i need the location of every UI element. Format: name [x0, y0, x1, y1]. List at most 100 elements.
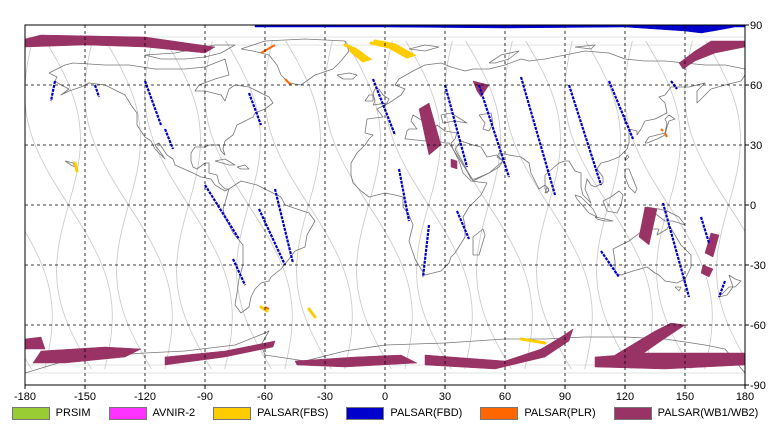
swath-palsar-fbs	[343, 43, 373, 63]
map-canvas: -180 -150 -120 -90 -60 -30 0 30 60 90 120 150 180 90…	[14, 20, 770, 400]
legend-swatch-palsar-fbs	[213, 406, 252, 420]
x-tick-label: -90	[197, 391, 213, 400]
x-tick-label: 150	[676, 391, 694, 400]
coastline-new-zealand	[718, 274, 742, 298]
swath-palsar-fbd	[443, 84, 469, 168]
legend-item-avnir2: AVNIR-2	[108, 406, 196, 420]
swath-palsar-fbd	[600, 250, 620, 278]
swath-palsar-fbs	[259, 305, 269, 313]
legend-label-palsar-fbs: PALSAR(FBS)	[257, 407, 329, 419]
swath-palsar-fbs	[307, 307, 317, 319]
swath-palsar-wb	[678, 40, 745, 70]
x-tick-label: 0	[382, 391, 388, 400]
swath-palsar-fbs	[519, 337, 547, 345]
coastline-taiwan	[624, 154, 630, 162]
swath-palsar-fbd	[455, 210, 471, 240]
swath-palsar-fbd	[421, 224, 431, 278]
legend: PRSIM AVNIR-2 PALSAR(FBS) PALSAR(FBD) PA…	[0, 400, 770, 426]
swath-palsar-wb	[164, 340, 276, 366]
swath-palsar-fbd	[247, 92, 263, 126]
x-tick-label: -120	[134, 391, 156, 400]
legend-label-palsar-fbd: PALSAR(FBD)	[390, 407, 463, 419]
y-tick-label: 0	[750, 200, 756, 212]
swath-palsar-fbd	[371, 78, 397, 136]
coastline-australia	[612, 224, 692, 284]
swath-palsar-fbd	[232, 258, 246, 286]
coastline-madagascar	[472, 228, 486, 256]
x-tick-label: 30	[439, 391, 451, 400]
swath-palsar-fbd	[699, 216, 711, 244]
coastline-java	[594, 216, 614, 222]
x-tick-label: 180	[736, 391, 754, 400]
coastline-hispaniola	[236, 164, 250, 170]
gridlines-layer	[25, 25, 745, 385]
y-tick-label: -60	[750, 320, 766, 332]
x-tick-label: 120	[616, 391, 634, 400]
swath-palsar-wb	[32, 346, 142, 364]
y-axis-ticks: 90 60 30 0 -30 -60 -90	[745, 20, 766, 392]
coastline-eurasia-africa	[350, 50, 745, 276]
legend-item-prism: PRSIM	[11, 406, 91, 420]
legend-swatch-palsar-fbd	[346, 406, 385, 420]
coastline-antarctica	[25, 330, 745, 374]
coastline-arabia	[454, 140, 504, 180]
swath-palsar-plr	[264, 306, 270, 310]
swath-palsar-fbs	[369, 39, 417, 59]
coastline-novaya	[488, 50, 520, 64]
swath-palsar-wb	[25, 336, 46, 350]
coastline-sri-lanka	[544, 186, 550, 194]
swath-palsar-wb	[450, 158, 458, 170]
coastlines-layer	[25, 38, 745, 374]
legend-swatch-avnir2	[108, 406, 147, 420]
swaths-layer	[25, 25, 745, 370]
coastline-black-sea	[440, 112, 468, 124]
orbit-track	[766, 41, 770, 369]
legend-label-palsar-plr: PALSAR(PLR)	[524, 407, 596, 419]
swath-palsar-fbd	[607, 80, 635, 140]
legend-swatch-prism	[11, 406, 50, 420]
y-tick-label: 30	[750, 140, 762, 152]
coastline-tasmania	[674, 286, 682, 292]
swath-palsar-fbd	[204, 184, 240, 240]
swath-palsar-plr	[260, 44, 276, 54]
coastline-philippines	[624, 168, 638, 194]
swath-palsar-fbd	[567, 84, 603, 186]
legend-item-palsar-plr: PALSAR(PLR)	[480, 406, 596, 420]
legend-swatch-palsar-wb	[613, 406, 652, 420]
swath-palsar-fbd	[519, 76, 557, 196]
swath-palsar-fbd	[717, 280, 727, 298]
coastline-svalbard	[408, 44, 440, 52]
y-tick-label: -90	[750, 380, 766, 392]
y-tick-label: 90	[750, 20, 762, 32]
swath-palsar-fbd	[93, 84, 101, 98]
x-tick-label: -60	[257, 391, 273, 400]
legend-label-palsar-wb: PALSAR(WB1/WB2)	[657, 407, 759, 419]
swath-palsar-fbd	[661, 202, 691, 298]
swath-palsar-fbd	[49, 80, 57, 102]
legend-swatch-palsar-plr	[480, 406, 519, 420]
swath-palsar-wb	[594, 352, 745, 370]
swath-palsar-fbd	[163, 128, 175, 150]
swath-palsar-fbd	[273, 188, 295, 264]
swath-palsar-wb	[294, 354, 418, 368]
legend-label-avnir2: AVNIR-2	[152, 407, 196, 419]
swath-palsar-wb	[638, 206, 658, 246]
swath-palsar-wb	[424, 328, 574, 370]
x-tick-label: -180	[14, 391, 36, 400]
swath-palsar-fbd	[258, 208, 286, 266]
coastline-severnaya	[574, 44, 596, 50]
coastline-north-america	[48, 58, 274, 192]
swath-palsar-wb	[25, 34, 216, 54]
swath-palsar-plr	[284, 78, 292, 86]
y-tick-label: 60	[750, 80, 762, 92]
swath-palsar-wb	[700, 264, 714, 278]
y-tick-label: -30	[750, 260, 766, 272]
swath-palsar-fbs	[73, 161, 79, 173]
coastline-borneo	[602, 190, 624, 214]
coastline-japan	[644, 114, 676, 144]
swath-palsar-wb	[704, 232, 720, 258]
swath-palsar-plr	[664, 132, 668, 138]
coastline-uk	[372, 88, 390, 106]
coastline-iceland	[336, 72, 358, 80]
